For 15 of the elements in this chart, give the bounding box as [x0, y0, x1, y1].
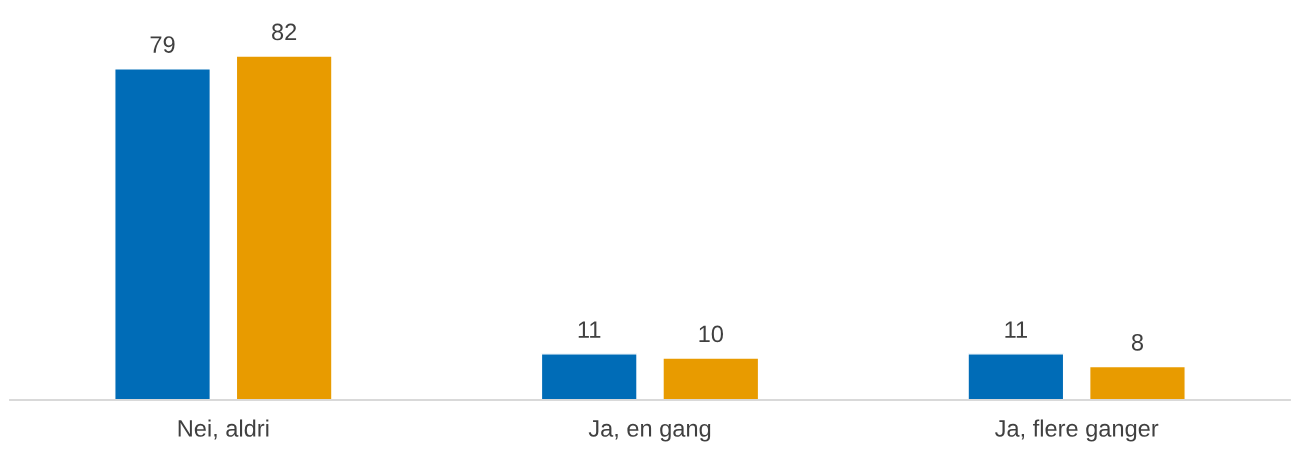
bar	[967, 353, 1065, 400]
x-tick-label: Nei, aldri	[178, 419, 269, 440]
bar	[662, 357, 760, 400]
data-label: 11	[578, 321, 601, 338]
bar	[1088, 365, 1186, 400]
x-tick-label: Ja, en gang	[588, 420, 711, 442]
x-tick-label: Ja, flere ganger	[995, 419, 1159, 442]
data-label: 10	[699, 325, 724, 343]
bar	[235, 55, 333, 400]
bar	[114, 67, 212, 400]
data-label: 79	[150, 36, 175, 53]
bar	[540, 353, 638, 400]
data-label: 8	[1131, 333, 1144, 351]
data-label: 82	[272, 23, 297, 41]
data-label: 11	[1005, 321, 1027, 338]
